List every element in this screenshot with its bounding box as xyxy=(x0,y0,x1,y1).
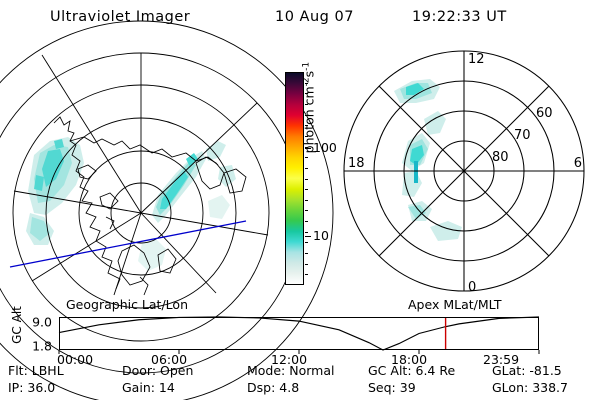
colorbar-minor-tick xyxy=(305,242,308,244)
colorbar-minor-tick xyxy=(305,178,308,180)
status-field-label: Flt: xyxy=(8,363,28,378)
svg-text:70: 70 xyxy=(514,128,531,143)
colorbar-minor-tick xyxy=(305,114,308,116)
status-field: GLat: -81.5 xyxy=(492,363,562,378)
status-field-label: Mode: xyxy=(247,363,286,378)
colorbar-tick-mark xyxy=(305,147,311,149)
status-field-label: GC Alt: xyxy=(368,363,412,378)
colorbar-minor-tick xyxy=(305,263,308,265)
strip-curve-layer xyxy=(58,316,540,354)
status-field-label: Dsp: xyxy=(247,380,276,395)
strip-x-tick-label: 12:00 xyxy=(271,352,308,367)
strip-plot-box xyxy=(59,317,539,350)
status-field: Door: Open xyxy=(122,363,193,378)
colorbar-tick-label: 10 xyxy=(313,227,329,243)
status-field-value: 4.8 xyxy=(275,380,300,395)
colorbar-minor-tick xyxy=(305,146,308,148)
colorbar-minor-tick xyxy=(305,167,308,169)
mlt-dial-panel[interactable]: 12 6 0 18 80 70 60 xyxy=(338,45,590,297)
status-field-value: Open xyxy=(156,363,194,378)
colorbar-minor-tick xyxy=(305,189,308,191)
geo-graticule xyxy=(0,20,334,400)
colorbar-minor-tick xyxy=(305,103,308,105)
header-bar: Ultraviolet Imager 10 Aug 07 19:22:33 UT xyxy=(0,6,600,32)
status-field-label: Door: xyxy=(122,363,157,378)
colorbar-minor-tick xyxy=(305,274,308,276)
status-field-value: 14 xyxy=(154,380,175,395)
svg-text:6: 6 xyxy=(574,156,582,171)
status-field-value: 39 xyxy=(395,380,416,395)
status-field-label: GLon: xyxy=(492,380,529,395)
colorbar-minor-tick xyxy=(305,93,308,95)
status-field: GC Alt: 6.4 Re xyxy=(368,363,455,378)
svg-text:0: 0 xyxy=(468,280,476,295)
mlt-hour-labels: 12 6 0 18 xyxy=(348,52,582,295)
status-field-label: Seq: xyxy=(368,380,396,395)
mlt-grid xyxy=(343,50,585,292)
colorbar-tick-label: 100 xyxy=(313,139,337,155)
status-field-value: 6.4 Re xyxy=(411,363,456,378)
geo-aurora-emission xyxy=(26,137,236,271)
svg-text:60: 60 xyxy=(536,106,553,121)
mlat-ring-labels: 80 70 60 xyxy=(492,106,553,165)
status-field: Dsp: 4.8 xyxy=(247,380,299,395)
colorbar-minor-tick xyxy=(305,125,308,127)
status-field-label: IP: xyxy=(8,380,24,395)
svg-text:12: 12 xyxy=(468,52,485,67)
observation-time: 19:22:33 UT xyxy=(412,9,507,25)
gc-altitude-curve xyxy=(58,316,540,351)
colorbar-minor-tick xyxy=(305,210,308,212)
status-field: Seq: 39 xyxy=(368,380,416,395)
colorbar-minor-tick xyxy=(305,221,308,223)
colorbar-gradient xyxy=(286,73,303,284)
status-field-label: Gain: xyxy=(122,380,155,395)
strip-y-tick-label: 9.0 xyxy=(32,314,52,330)
svg-text:18: 18 xyxy=(348,156,365,171)
colorbar-tick-mark xyxy=(305,235,311,237)
colorbar-minor-tick xyxy=(305,157,308,159)
colorbar-minor-tick xyxy=(305,253,308,255)
colorbar-minor-tick xyxy=(305,199,308,201)
strip-x-tick-label: 23:59 xyxy=(483,352,520,367)
geo-panel-title: Geographic Lat/Lon xyxy=(66,297,188,312)
colorbar-gradient-box xyxy=(285,72,304,285)
observation-date: 10 Aug 07 xyxy=(275,9,354,25)
instrument-title: Ultraviolet Imager xyxy=(50,9,191,25)
status-footer: Flt: LBHL Door: Open Mode: Normal GC Alt: 6… xyxy=(0,362,600,400)
status-field-value: 338.7 xyxy=(528,380,568,395)
status-field: Mode: Normal xyxy=(247,363,334,378)
status-field-value: 36.0 xyxy=(23,380,56,395)
terminator-line xyxy=(9,220,247,268)
colorbar-minor-tick xyxy=(305,82,308,84)
colorbar-minor-tick xyxy=(305,135,308,137)
mlt-panel-title: Apex MLat/MLT xyxy=(408,297,502,312)
status-field: GLon: 338.7 xyxy=(492,380,568,395)
status-field-value: LBHL xyxy=(27,363,64,378)
status-field-label: GLat: xyxy=(492,363,526,378)
status-field: IP: 36.0 xyxy=(8,380,55,395)
geo-coastlines xyxy=(53,116,247,296)
strip-x-tick-label: 00:00 xyxy=(57,352,94,367)
strip-x-tick-label: 18:00 xyxy=(391,352,428,367)
status-field-value: Normal xyxy=(285,363,335,378)
strip-x-tick-label: 06:00 xyxy=(151,352,188,367)
geographic-map-panel[interactable] xyxy=(0,20,334,400)
strip-y-tick-label: 1.8 xyxy=(32,338,52,354)
status-field: Gain: 14 xyxy=(122,380,175,395)
status-field-value: -81.5 xyxy=(525,363,562,378)
status-field: Flt: LBHL xyxy=(8,363,64,378)
svg-text:80: 80 xyxy=(492,150,509,165)
orbit-altitude-strip[interactable]: Geographic Lat/Lon Apex MLat/MLT GC Alt … xyxy=(0,296,600,367)
colorbar-minor-tick xyxy=(305,231,308,233)
